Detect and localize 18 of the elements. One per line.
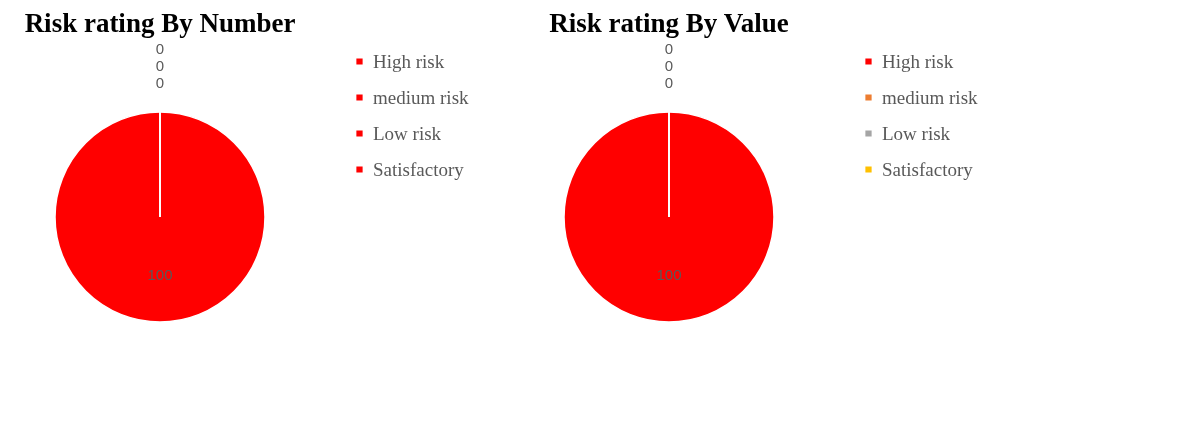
legend-label: High risk <box>882 50 954 72</box>
legend-label: Satisfactory <box>373 158 465 180</box>
data-label: 100 <box>656 265 682 283</box>
legend-label: medium risk <box>373 86 470 108</box>
legend-label: medium risk <box>882 86 979 108</box>
text: 0 <box>155 57 165 74</box>
legend-label: Low risk <box>373 122 442 144</box>
text: 0 <box>664 74 674 91</box>
text: 0 <box>155 40 165 57</box>
text: 0 <box>664 57 674 74</box>
text: 0 <box>155 74 165 91</box>
legend-label: High risk <box>373 50 445 72</box>
text: 0 <box>664 40 674 57</box>
data-label: 100 <box>147 265 173 283</box>
legend-label: Low risk <box>882 122 951 144</box>
chart-title: Risk rating By Number <box>24 8 296 38</box>
chart-title: Risk rating By Value <box>549 8 789 38</box>
legend-label: Satisfactory <box>882 158 974 180</box>
